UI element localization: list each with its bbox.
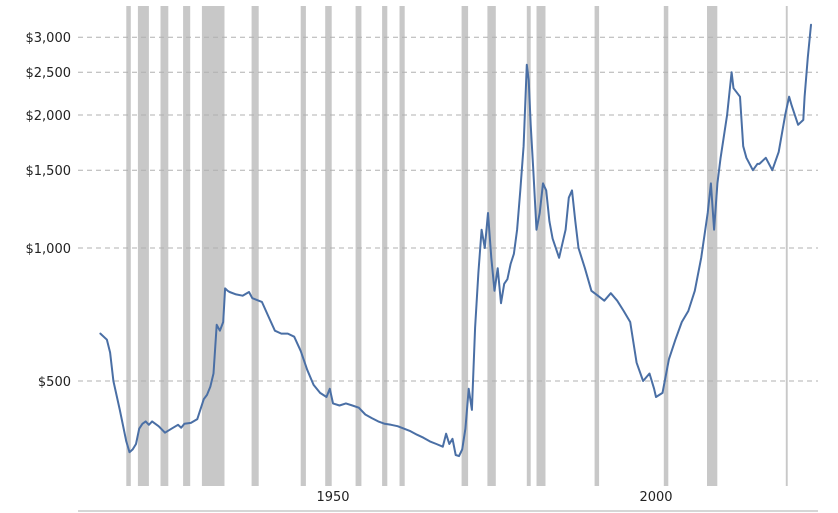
recession-band-6: [300, 6, 306, 486]
y-tick-labels-group: $500 $1,000 $1,500 $2,000 $2,500 $3,000: [26, 31, 72, 390]
y-tick-label-1: $1,000: [26, 242, 72, 257]
recession-band-15: [594, 6, 600, 486]
y-tick-label-3: $2,000: [26, 109, 72, 124]
recession-band-2: [160, 6, 169, 486]
recession-band-12: [487, 6, 496, 486]
gridlines-group: [78, 36, 818, 382]
recession-band-17: [707, 6, 718, 486]
x-tick-label-0: 1950: [316, 490, 349, 505]
recession-band-3: [183, 6, 191, 486]
x-tick-labels-group: 1950 2000: [316, 490, 672, 505]
y-tick-label-4: $2,500: [26, 66, 72, 81]
series-line-0: [99, 23, 812, 458]
y-tick-label-5: $3,000: [26, 31, 72, 46]
recession-band-10: [399, 6, 405, 486]
recession-band-7: [325, 6, 332, 486]
recession-band-16: [663, 6, 669, 486]
recession-band-0: [126, 6, 131, 486]
x-tick-label-1: 2000: [639, 490, 672, 505]
recession-band-8: [355, 6, 362, 486]
recession-band-14: [536, 6, 546, 486]
recession-band-11: [461, 6, 469, 486]
recession-band-9: [382, 6, 388, 486]
recession-band-1: [137, 6, 149, 486]
recession-shading-group: [126, 6, 788, 486]
series-group: [99, 23, 812, 458]
recession-band-13: [526, 6, 531, 486]
recession-band-18: [785, 6, 788, 486]
recession-band-4: [201, 6, 225, 486]
recession-band-5: [251, 6, 259, 486]
y-tick-label-0: $500: [38, 375, 71, 390]
y-tick-label-2: $1,500: [26, 164, 72, 179]
